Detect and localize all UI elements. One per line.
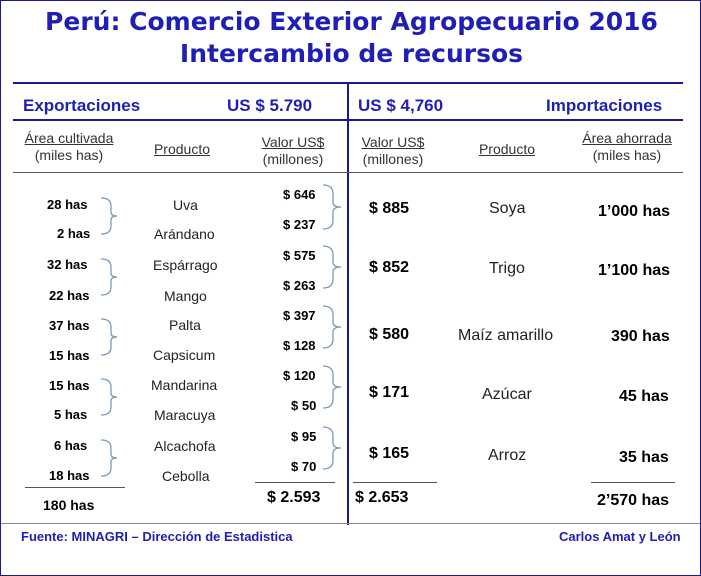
imports-total: US $ 4,760 — [358, 96, 444, 115]
export-value: $ 397 — [283, 308, 316, 323]
export-value: $ 70 — [291, 459, 317, 474]
col-producto-left: Producto — [147, 141, 217, 158]
export-value: $ 50 — [291, 398, 317, 413]
import-area: 35 has — [619, 449, 669, 466]
export-value: $ 263 — [283, 278, 316, 293]
import-value: $ 885 — [369, 200, 410, 217]
col-area-cultivada-unit: (miles has) — [34, 147, 104, 163]
col-area-cultivada: Área cultivada (miles has) — [17, 130, 121, 164]
bracket-area-1 — [100, 197, 118, 235]
exports-label: Exportaciones — [23, 96, 141, 115]
bracket-area-3 — [100, 318, 118, 356]
import-value: $ 165 — [369, 445, 410, 462]
export-product: Espárrago — [153, 257, 218, 273]
export-value: $ 575 — [283, 248, 316, 263]
col-valor-right-label: Valor US$ — [361, 134, 425, 150]
total-import-value: $ 2.653 — [355, 489, 409, 506]
bracket-area-4 — [100, 378, 118, 416]
export-area: 32 has — [47, 257, 88, 272]
col-area-ahorrada-unit: (miles has) — [592, 147, 662, 163]
import-area: 45 has — [619, 388, 669, 405]
bracket-value-3 — [322, 305, 342, 349]
import-value: $ 171 — [369, 384, 410, 401]
export-value: $ 237 — [283, 217, 316, 232]
import-area: 390 has — [611, 328, 670, 345]
export-area: 15 has — [49, 348, 90, 363]
bracket-value-4 — [322, 365, 342, 409]
col-valor-right: Valor US$ (millones) — [353, 134, 433, 168]
export-product: Palta — [169, 317, 201, 333]
col-producto-right: Producto — [472, 141, 542, 158]
import-product: Trigo — [489, 260, 525, 277]
exports-total: US $ 5.790 — [227, 96, 313, 115]
col-valor-left-label: Valor US$ — [261, 134, 325, 150]
title-line-2: Intercambio de recursos — [179, 39, 524, 68]
total-import-area: 2’570 has — [597, 492, 670, 509]
import-product: Arroz — [488, 447, 527, 464]
export-product: Capsicum — [153, 347, 216, 363]
export-product: Uva — [173, 197, 198, 213]
import-product: Maíz amarillo — [458, 327, 554, 344]
col-valor-left: Valor US$ (millones) — [253, 134, 333, 168]
col-valor-right-unit: (millones) — [362, 151, 424, 167]
export-area: 15 has — [49, 378, 90, 393]
export-area: 6 has — [54, 438, 88, 453]
export-product: Arándano — [154, 226, 215, 242]
bracket-value-5 — [322, 426, 342, 470]
export-product: Cebolla — [162, 468, 210, 484]
col-producto-left-label: Producto — [153, 141, 211, 157]
export-area: 5 has — [54, 407, 88, 422]
export-area: 22 has — [49, 288, 90, 303]
import-product: Azúcar — [482, 386, 532, 403]
footer-rule — [1, 523, 700, 524]
bracket-area-5 — [100, 439, 118, 477]
import-value: $ 852 — [369, 259, 410, 276]
export-product: Mandarina — [151, 377, 218, 393]
bracket-value-2 — [322, 245, 342, 289]
bracket-area-2 — [100, 258, 118, 296]
import-area: 1’100 has — [598, 262, 671, 279]
total-rule-export-value — [255, 482, 335, 483]
title-line-1: Perú: Comercio Exterior Agropecuario 201… — [45, 7, 658, 36]
col-valor-left-unit: (millones) — [262, 151, 324, 167]
source-note: Fuente: MINAGRI – Dirección de Estadisti… — [21, 529, 293, 544]
col-area-ahorrada: Área ahorrada (miles has) — [573, 130, 681, 164]
bracket-value-1 — [322, 184, 342, 230]
col-area-cultivada-label: Área cultivada — [24, 130, 114, 146]
export-area: 2 has — [57, 226, 91, 241]
col-area-ahorrada-label: Área ahorrada — [582, 130, 672, 146]
center-divider — [347, 82, 349, 525]
export-product: Alcachofa — [154, 438, 216, 454]
export-value: $ 95 — [291, 429, 317, 444]
export-area: 18 has — [49, 468, 90, 483]
total-rule-import-value — [353, 482, 437, 483]
export-area: 28 has — [47, 197, 88, 212]
export-value: $ 120 — [283, 368, 316, 383]
export-value: $ 128 — [283, 338, 316, 353]
total-export-area: 180 has — [43, 497, 95, 513]
export-value: $ 646 — [283, 187, 316, 202]
total-export-value: $ 2.593 — [267, 489, 321, 506]
export-product: Maracuya — [154, 407, 216, 423]
total-rule-import-area — [591, 482, 675, 483]
total-rule-area — [25, 487, 125, 488]
import-area: 1’000 has — [598, 203, 671, 220]
import-product: Soya — [489, 200, 526, 217]
column-header-rule — [13, 172, 683, 173]
export-product: Mango — [164, 288, 207, 304]
author-credit: Carlos Amat y León — [559, 529, 681, 544]
export-area: 37 has — [49, 318, 90, 333]
imports-label: Importaciones — [546, 96, 663, 115]
import-value: $ 580 — [369, 326, 410, 343]
col-producto-right-label: Producto — [478, 141, 536, 157]
